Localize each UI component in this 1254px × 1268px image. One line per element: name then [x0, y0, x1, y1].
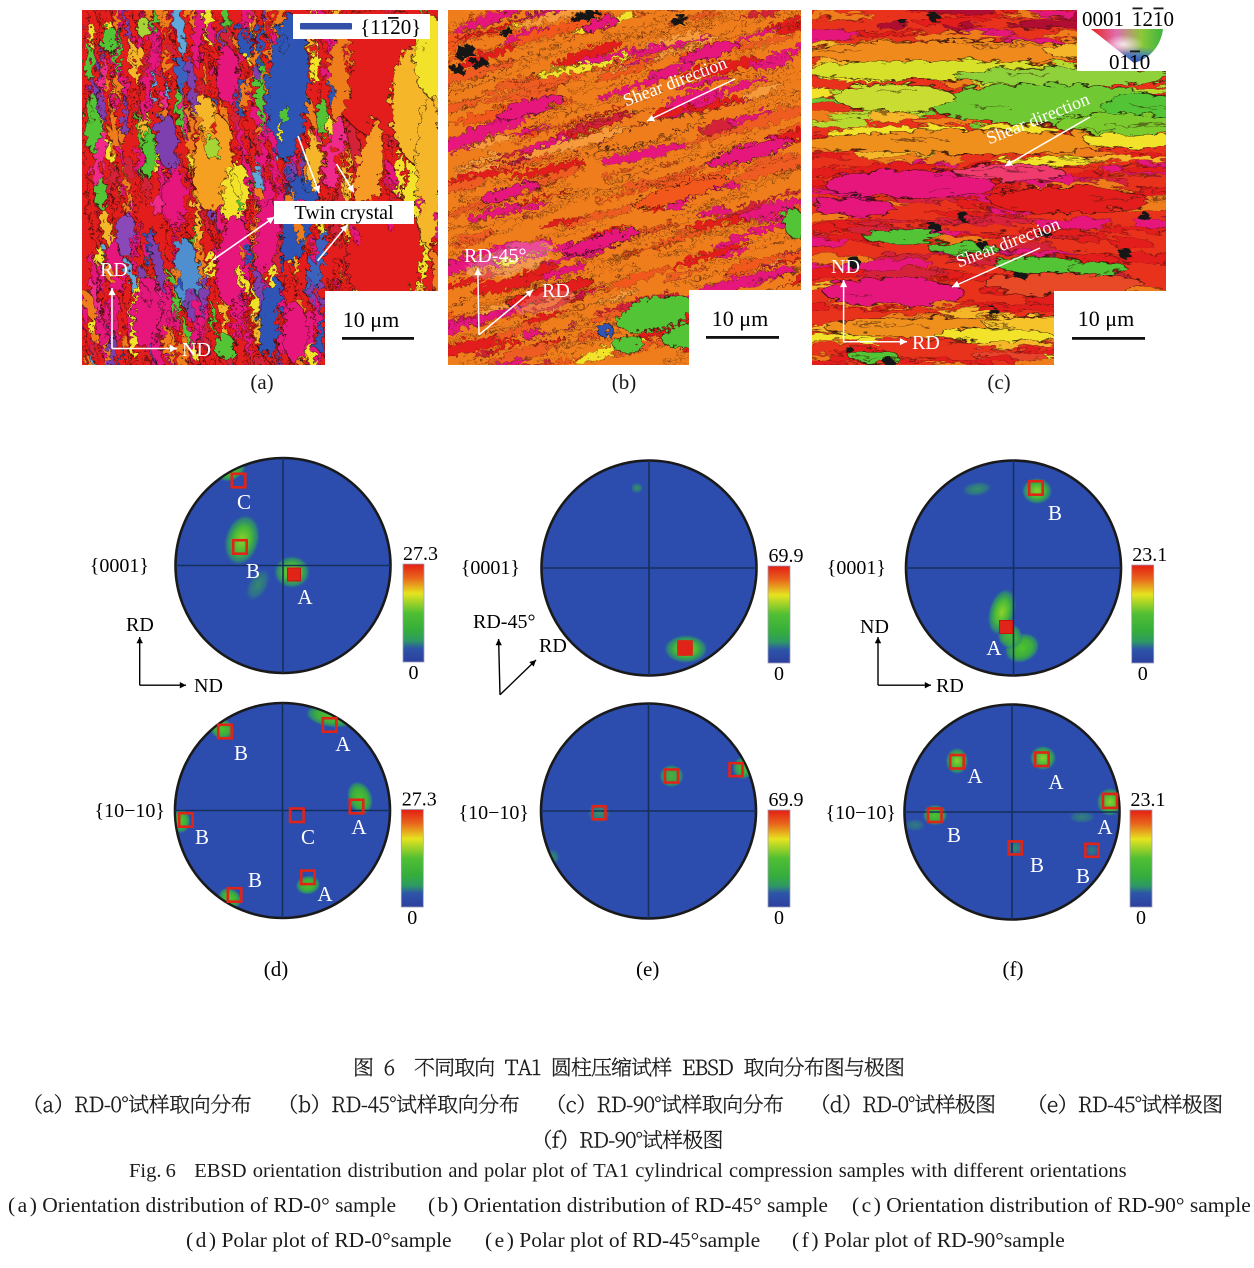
svg-text:RD: RD: [542, 280, 570, 302]
svg-text:A: A: [297, 585, 313, 609]
svg-text:10 μm: 10 μm: [1078, 306, 1134, 331]
svg-text:A: A: [967, 764, 983, 788]
svg-text:23.1: 23.1: [1132, 544, 1167, 566]
svg-text:0: 0: [774, 907, 784, 929]
svg-text:10 μm: 10 μm: [712, 306, 768, 331]
svg-text:B: B: [246, 559, 260, 583]
svg-text:A: A: [351, 815, 367, 839]
svg-text:A: A: [1048, 770, 1064, 794]
svg-text:23.1: 23.1: [1131, 789, 1166, 811]
svg-text:0001: 0001: [1082, 7, 1124, 31]
svg-text:B: B: [248, 868, 262, 892]
svg-text:RD-45°: RD-45°: [464, 245, 526, 267]
svg-text:69.9: 69.9: [769, 789, 804, 811]
svg-text:ND: ND: [831, 256, 860, 278]
svg-text:(f): (f): [1003, 957, 1024, 981]
svg-text:(d): (d): [264, 957, 289, 981]
svg-text:0: 0: [407, 907, 417, 929]
svg-text:{0001}: {0001}: [827, 557, 886, 579]
svg-text:Twin crystal: Twin crystal: [294, 202, 394, 224]
svg-text:(e): (e): [636, 957, 659, 981]
svg-text:27.3: 27.3: [403, 543, 438, 565]
svg-text:RD: RD: [936, 675, 964, 697]
svg-text:B: B: [234, 741, 248, 765]
svg-text:RD: RD: [912, 332, 940, 354]
svg-text:A: A: [335, 732, 351, 756]
svg-text:1210: 1210: [1132, 7, 1174, 31]
svg-text:B: B: [195, 825, 209, 849]
svg-text:{0001}: {0001}: [461, 557, 520, 579]
svg-text:A: A: [1097, 815, 1113, 839]
svg-text:27.3: 27.3: [402, 789, 437, 811]
svg-text:B: B: [1030, 853, 1044, 877]
svg-text:{1120}: {1120}: [360, 15, 421, 39]
svg-text:C: C: [301, 825, 315, 849]
svg-text:69.9: 69.9: [769, 545, 804, 567]
svg-text:RD: RD: [126, 614, 154, 636]
svg-text:RD: RD: [539, 635, 567, 657]
svg-text:{10−10}: {10−10}: [95, 800, 165, 822]
svg-text:10 μm: 10 μm: [343, 307, 399, 332]
svg-text:B: B: [947, 823, 961, 847]
svg-text:{10−10}: {10−10}: [459, 802, 529, 824]
svg-text:ND: ND: [860, 616, 889, 638]
svg-text:0: 0: [409, 662, 419, 684]
svg-text:0: 0: [1138, 663, 1148, 685]
svg-text:ND: ND: [182, 339, 211, 361]
svg-text:B: B: [1076, 864, 1090, 888]
svg-text:0110: 0110: [1109, 50, 1150, 74]
svg-text:B: B: [1048, 501, 1062, 525]
svg-text:A: A: [986, 636, 1002, 660]
svg-text:{10−10}: {10−10}: [826, 802, 896, 824]
svg-text:ND: ND: [194, 675, 223, 697]
svg-text:0: 0: [1136, 907, 1146, 929]
svg-text:C: C: [237, 490, 251, 514]
svg-text:RD-45°: RD-45°: [473, 611, 535, 633]
svg-text:RD: RD: [100, 259, 128, 281]
svg-text:{0001}: {0001}: [90, 555, 149, 577]
svg-text:A: A: [317, 882, 333, 906]
svg-text:0: 0: [774, 663, 784, 685]
